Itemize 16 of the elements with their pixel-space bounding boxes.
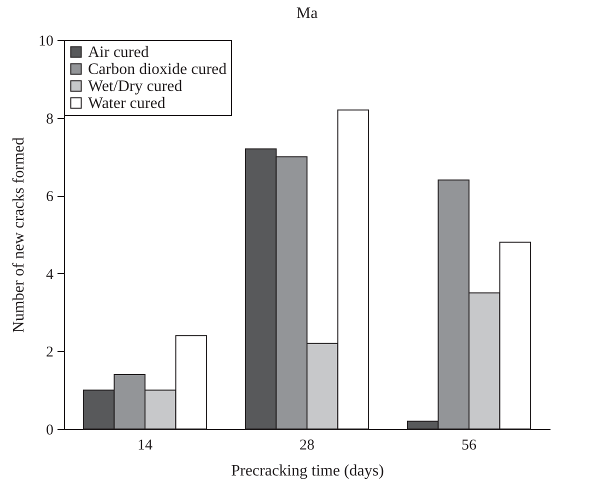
- y-tick-label: 2: [46, 344, 54, 361]
- x-axis-title: Precracking time (days): [231, 462, 384, 480]
- y-tick-label: 8: [46, 111, 54, 128]
- y-tick-label: 6: [46, 189, 54, 206]
- x-tick-label: 56: [462, 438, 477, 454]
- legend-label: Carbon dioxide cured: [88, 61, 227, 78]
- x-tick-label: 14: [138, 438, 153, 454]
- legend-label: Air cured: [88, 44, 149, 61]
- legend-label: Wet/Dry cured: [88, 78, 182, 95]
- chart-title: Ma: [296, 5, 318, 22]
- y-axis-title: Number of new cracks formed: [10, 137, 28, 333]
- legend-label: Water cured: [88, 95, 166, 112]
- y-tick-label: 4: [46, 266, 54, 283]
- y-tick-label: 0: [46, 422, 54, 438]
- x-tick-label: 28: [300, 438, 314, 454]
- y-tick-label: 10: [38, 34, 54, 50]
